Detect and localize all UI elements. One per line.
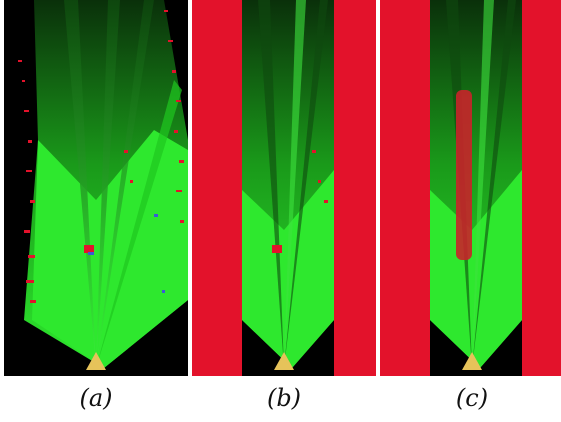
beam-ray	[284, 0, 306, 368]
beam-ray	[284, 0, 328, 368]
left-mask	[380, 0, 430, 376]
right-mask	[334, 0, 376, 376]
beam-ray	[96, 80, 182, 368]
panel-c	[380, 0, 561, 376]
left-mask	[192, 0, 242, 376]
obstacle-points	[18, 10, 184, 303]
beam-ray	[472, 0, 516, 368]
beam-ray	[64, 0, 96, 368]
occupancy-map-a	[4, 0, 188, 376]
sensor-icon	[274, 352, 294, 370]
occupancy-map-b	[192, 0, 376, 376]
beam-ray	[96, 0, 154, 368]
uncertain-points	[88, 214, 165, 293]
caption-a: (a)	[79, 384, 113, 412]
obstacle-column	[456, 90, 472, 260]
beam-ray	[258, 0, 284, 368]
right-mask	[522, 0, 561, 376]
caption-c: (c)	[455, 384, 489, 412]
sensor-icon	[462, 352, 482, 370]
panel-a	[4, 0, 188, 376]
caption-b: (b)	[266, 384, 302, 412]
beam-ray	[472, 0, 494, 368]
obstacle-points	[272, 150, 328, 253]
sensor-icon	[86, 352, 106, 370]
panel-b	[192, 0, 376, 376]
beam-ray	[96, 0, 120, 368]
occupancy-map-c	[380, 0, 561, 376]
